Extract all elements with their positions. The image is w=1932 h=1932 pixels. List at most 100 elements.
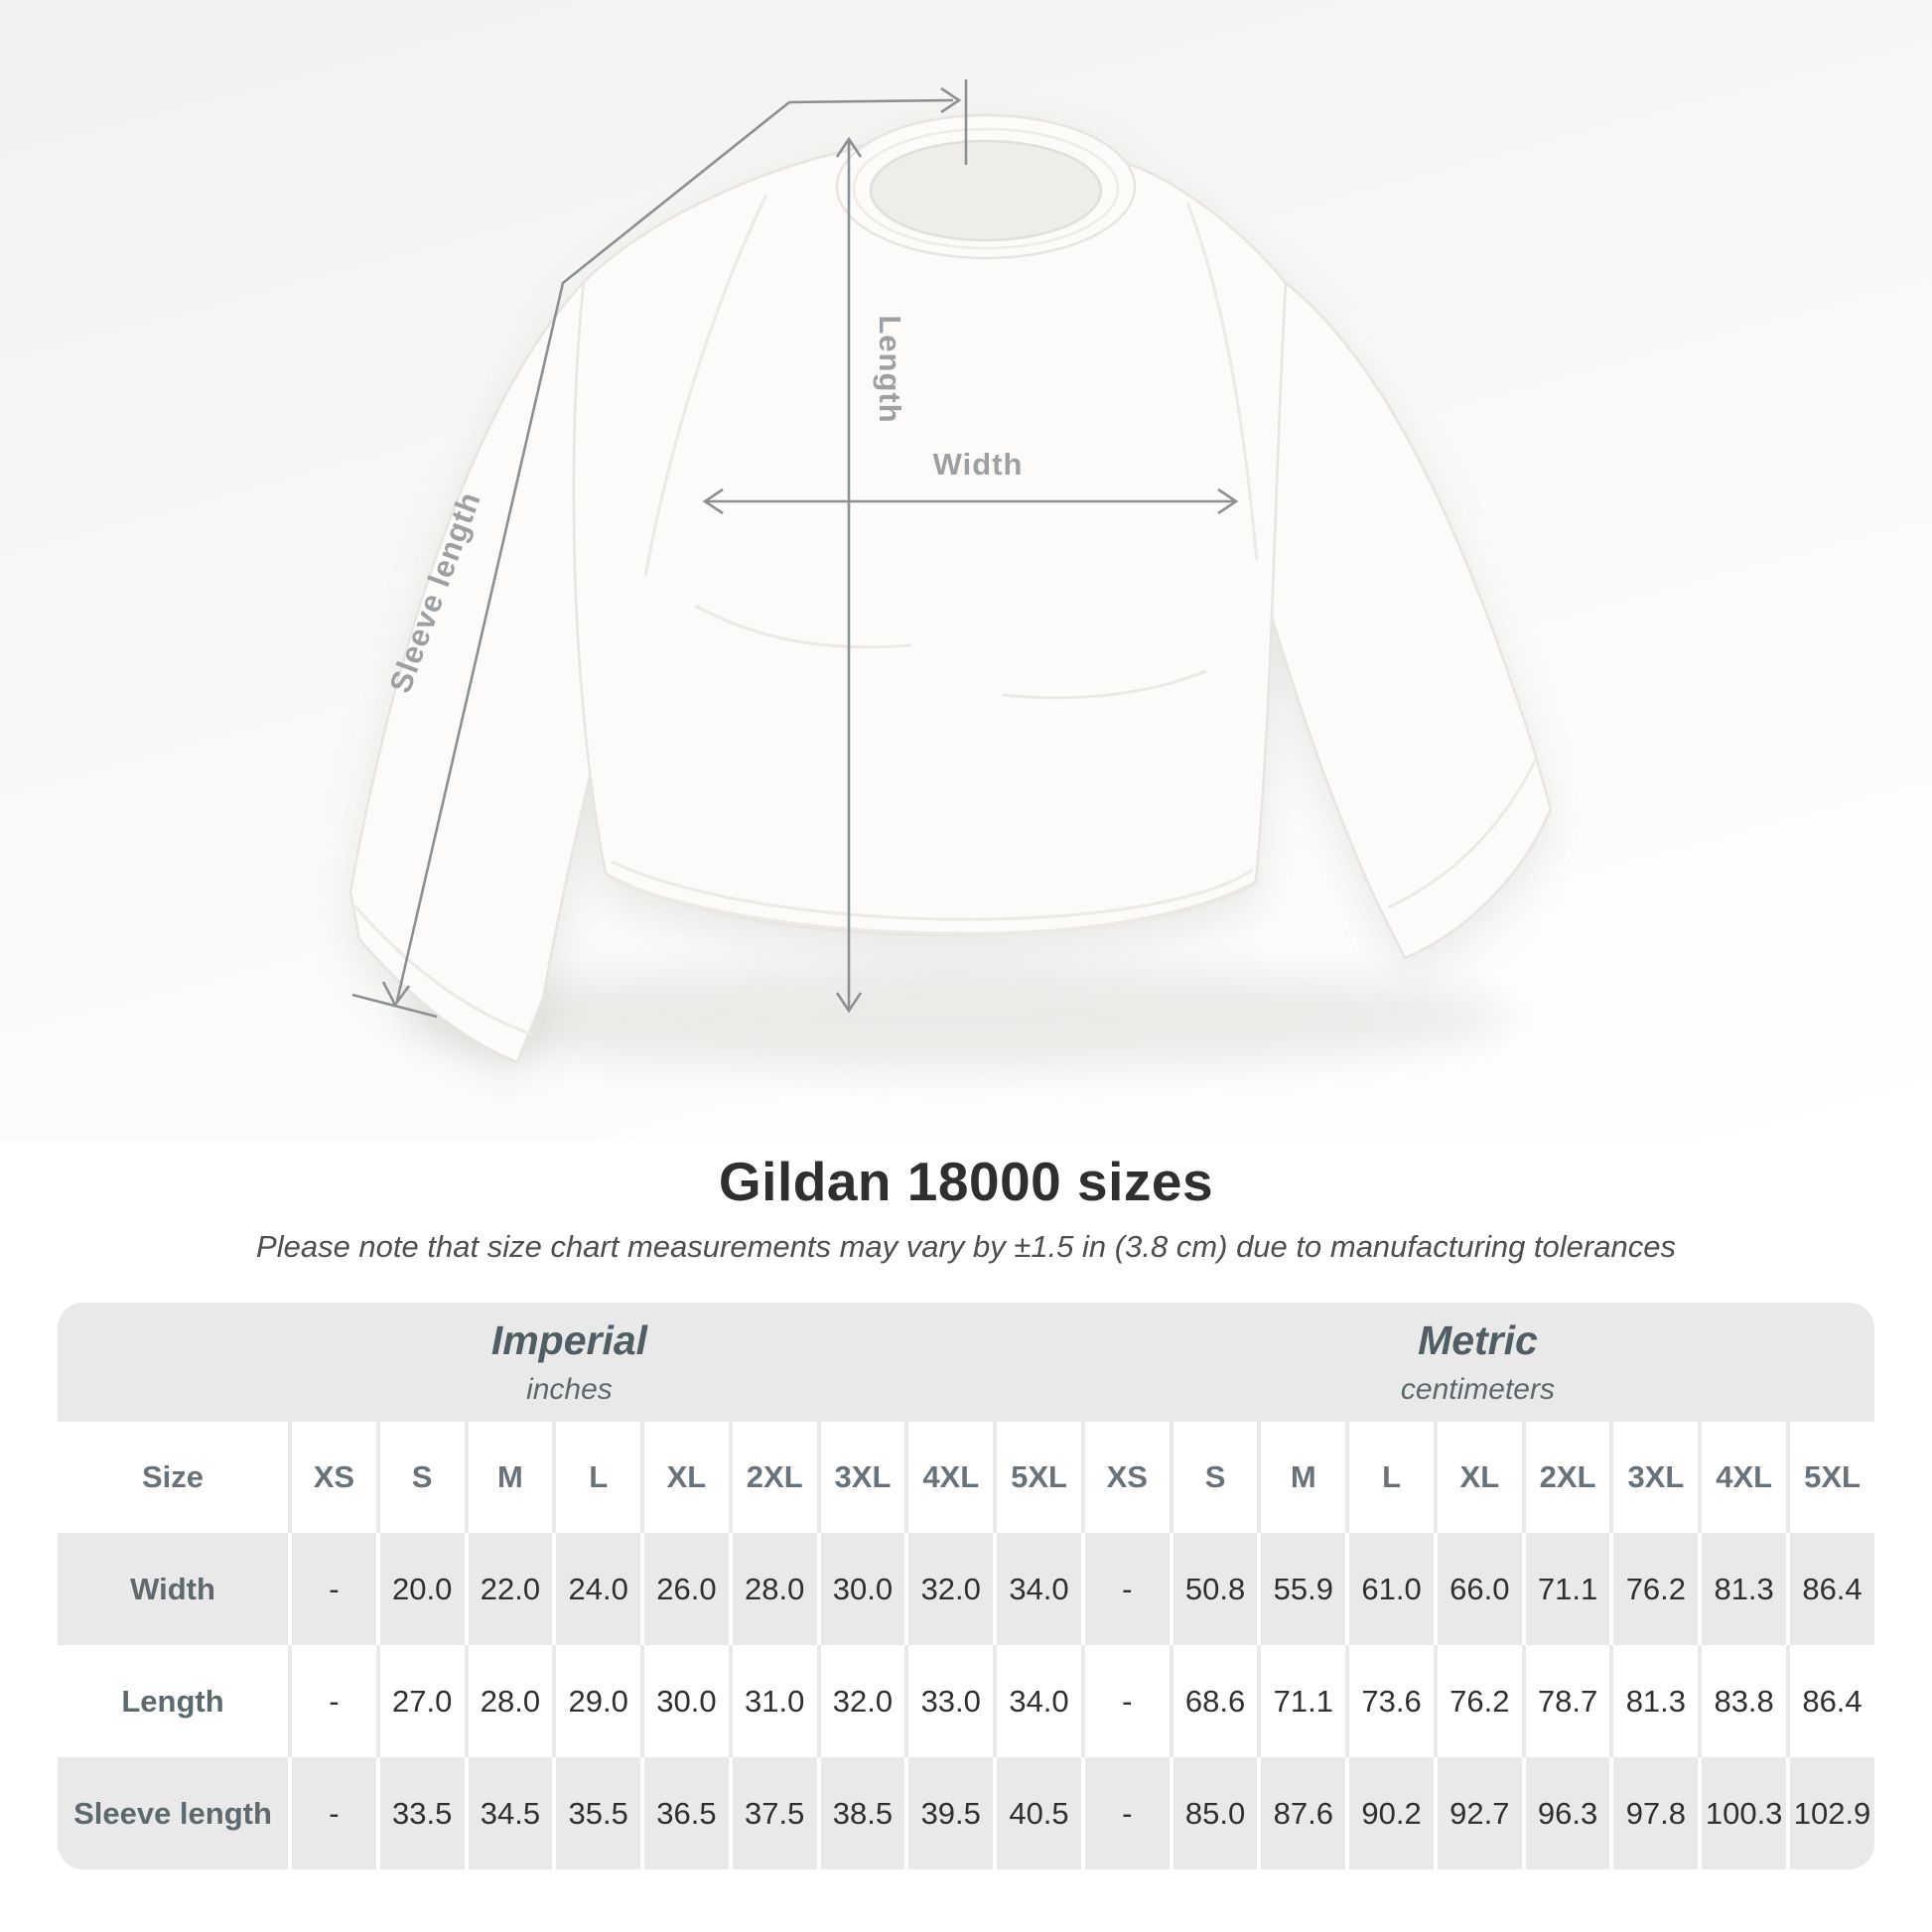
sweatshirt-image [348,113,1553,1064]
value-cell: - [1080,1533,1170,1645]
metric-band: Metric centimeters [1080,1303,1874,1422]
value-cell: 61.0 [1345,1533,1434,1645]
metric-label: Metric [1418,1316,1538,1363]
table-row-width: Width -20.0 22.0 24.0 26.0 28.0 30.0 32.0 34.0-5… [58,1533,1874,1645]
value-cell: 34.0 [993,1533,1081,1645]
column-header-imperial-m: M [464,1422,553,1533]
value-cell: 102.9 [1786,1757,1874,1869]
column-header-metric-xs: XS [1080,1422,1170,1533]
value-cell: 73.6 [1345,1645,1434,1757]
value-cell: 85.0 [1169,1757,1258,1869]
value-cell: - [288,1757,376,1869]
column-header-metric-5xl: 5XL [1786,1422,1874,1533]
column-header-imperial-xs: XS [288,1422,376,1533]
length-arrow [835,136,863,1014]
table-row-sleeve-length: Sleeve length -33.5 34.5 35.5 36.5 37.5 38.5 39… [58,1757,1874,1869]
size-header-row: Size XS S M L XL 2XL 3XL 4XL 5XL XS S M L XL 2XL 3XL 4XL… [58,1422,1874,1533]
row-label: Length [58,1645,288,1757]
value-cell: 22.0 [464,1533,553,1645]
value-cell: 20.0 [375,1533,465,1645]
value-cell: 76.2 [1609,1533,1699,1645]
column-header-metric-xl: XL [1433,1422,1522,1533]
value-cell: 40.5 [993,1757,1081,1869]
value-cell: - [288,1533,376,1645]
value-cell: 31.0 [728,1645,817,1757]
value-cell: 55.9 [1257,1533,1346,1645]
value-cell: 50.8 [1169,1533,1258,1645]
size-table: Imperial inches Metric centimeters Size … [58,1303,1874,1869]
value-cell: 35.5 [552,1757,641,1869]
row-label: Width [58,1533,288,1645]
column-header-metric-3xl: 3XL [1609,1422,1699,1533]
value-cell: 90.2 [1345,1757,1434,1869]
value-cell: 28.0 [464,1645,553,1757]
value-cell: 33.0 [904,1645,994,1757]
value-cell: 28.0 [728,1533,817,1645]
table-row-length: Length -27.0 28.0 29.0 30.0 31.0 32.0 33.0 34.0-… [58,1645,1874,1757]
caption-block: Gildan 18000 sizes Please note that size… [0,1140,1932,1265]
value-cell: 92.7 [1433,1757,1522,1869]
value-cell: 39.5 [904,1757,994,1869]
value-cell: 78.7 [1521,1645,1610,1757]
width-label: Width [933,447,1024,482]
imperial-band: Imperial inches [58,1303,1081,1422]
value-cell: 27.0 [375,1645,465,1757]
column-header-metric-s: S [1169,1422,1258,1533]
column-header-imperial-xl: XL [640,1422,729,1533]
value-cell: 66.0 [1433,1533,1522,1645]
value-cell: 86.4 [1786,1533,1874,1645]
value-cell: 68.6 [1169,1645,1258,1757]
value-cell: - [1080,1645,1170,1757]
value-cell: 81.3 [1609,1645,1699,1757]
value-cell: 34.0 [993,1645,1081,1757]
column-header-metric-m: M [1257,1422,1346,1533]
value-cell: 83.8 [1698,1645,1787,1757]
column-header-imperial-s: S [375,1422,465,1533]
value-cell: 26.0 [640,1533,729,1645]
value-cell: 71.1 [1257,1645,1346,1757]
sweatshirt-measurement-diagram: Width Length Sleeve length [348,79,1553,1069]
column-header-imperial-3xl: 3XL [816,1422,905,1533]
column-header-imperial-2xl: 2XL [728,1422,817,1533]
value-cell: 96.3 [1521,1757,1610,1869]
value-cell: 100.3 [1698,1757,1787,1869]
value-cell: 32.0 [816,1645,905,1757]
value-cell: 33.5 [375,1757,465,1869]
value-cell: 37.5 [728,1757,817,1869]
row-label: Sleeve length [58,1757,288,1869]
metric-unit-label: centimeters [1400,1372,1555,1406]
product-photo-area: Width Length Sleeve length [0,0,1932,1142]
column-header-imperial-l: L [552,1422,641,1533]
value-cell: 29.0 [552,1645,641,1757]
length-label: Length [873,315,907,423]
column-header-imperial-4xl: 4XL [904,1422,994,1533]
width-arrow [702,487,1239,515]
value-cell: 97.8 [1609,1757,1699,1869]
value-cell: 36.5 [640,1757,729,1869]
imperial-label: Imperial [490,1316,648,1363]
column-header-size: Size [58,1422,288,1533]
value-cell: 81.3 [1698,1533,1787,1645]
value-cell: 34.5 [464,1757,553,1869]
value-cell: 71.1 [1521,1533,1610,1645]
value-cell: 32.0 [904,1533,994,1645]
sleeve-length-arrow [351,79,968,1019]
value-cell: - [1080,1757,1170,1869]
tolerance-note: Please note that size chart measurements… [256,1229,1676,1264]
value-cell: 76.2 [1433,1645,1522,1757]
value-cell: 30.0 [640,1645,729,1757]
value-cell: 86.4 [1786,1645,1874,1757]
column-header-metric-4xl: 4XL [1698,1422,1787,1533]
column-header-metric-2xl: 2XL [1521,1422,1610,1533]
unit-band-row: Imperial inches Metric centimeters [58,1303,1874,1422]
column-header-metric-l: L [1345,1422,1434,1533]
value-cell: 38.5 [816,1757,905,1869]
imperial-unit-label: inches [526,1372,613,1406]
value-cell: 24.0 [552,1533,641,1645]
column-header-imperial-5xl: 5XL [993,1422,1081,1533]
page-title: Gildan 18000 sizes [718,1151,1214,1212]
value-cell: 87.6 [1257,1757,1346,1869]
value-cell: 30.0 [816,1533,905,1645]
size-table-container: Imperial inches Metric centimeters Size … [58,1303,1874,1869]
